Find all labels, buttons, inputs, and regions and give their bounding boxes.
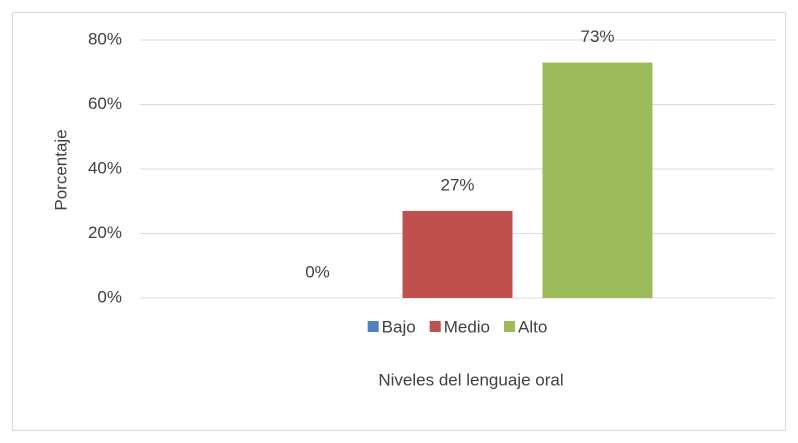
legend-swatch xyxy=(504,321,516,332)
legend-label: Alto xyxy=(518,317,547,336)
y-tick-label: 20% xyxy=(88,223,122,242)
data-label: 27% xyxy=(440,175,474,194)
legend-label: Bajo xyxy=(382,317,416,336)
y-tick-label: 40% xyxy=(88,158,122,177)
legend-swatch xyxy=(367,321,379,332)
chart-frame xyxy=(12,12,786,431)
bar xyxy=(542,62,653,299)
legend-swatch xyxy=(429,321,441,332)
y-tick-label: 0% xyxy=(97,287,122,306)
data-label: 73% xyxy=(580,27,614,46)
x-axis-label: Niveles del lenguaje oral xyxy=(378,370,563,389)
legend-label: Medio xyxy=(444,317,490,336)
y-tick-label: 80% xyxy=(88,29,122,48)
bar xyxy=(402,210,513,298)
data-label: 0% xyxy=(305,262,330,281)
y-axis-label: Porcentaje xyxy=(51,129,70,210)
y-tick-label: 60% xyxy=(88,94,122,113)
